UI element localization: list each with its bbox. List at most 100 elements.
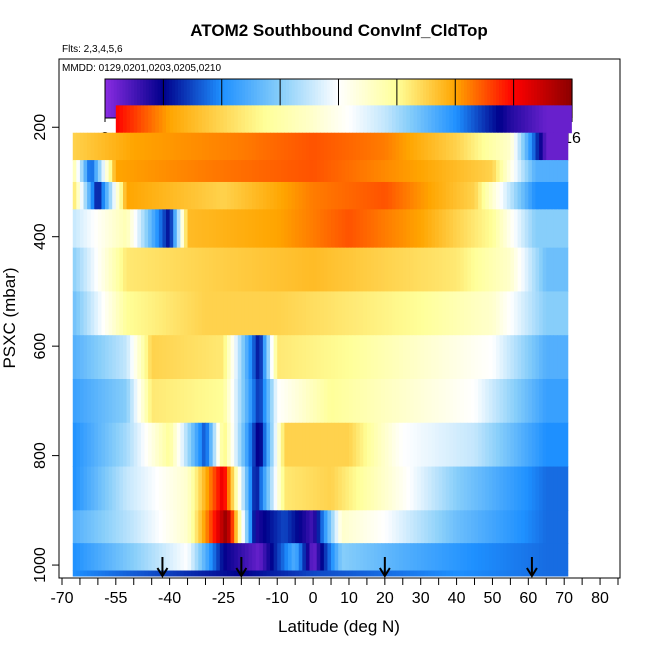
heatmap-cell (539, 160, 544, 183)
colorbar-segment (338, 79, 343, 118)
heatmap-cell (331, 160, 336, 183)
heatmap-cell (151, 510, 156, 544)
heatmap-cell (115, 570, 120, 577)
heatmap-cell (452, 510, 458, 544)
heatmap-cell (377, 422, 382, 468)
heatmap-cell (166, 570, 171, 577)
heatmap-cell (72, 543, 77, 572)
heatmap-cell (151, 570, 156, 577)
colorbar-segment (230, 79, 235, 118)
heatmap-cell (169, 543, 174, 572)
heatmap-cell (316, 335, 321, 380)
heatmap-cell (506, 105, 511, 134)
heatmap-cell (510, 105, 515, 134)
heatmap-cell (90, 132, 95, 161)
heatmap-cell (352, 378, 357, 424)
heatmap-cell (115, 181, 120, 210)
heatmap-cell (370, 209, 375, 249)
heatmap-cell (359, 209, 364, 249)
heatmap-cell (348, 570, 354, 577)
heatmap-cell (470, 209, 476, 249)
heatmap-cell (474, 291, 479, 336)
heatmap-cell (194, 291, 199, 336)
heatmap-cell (305, 422, 311, 468)
heatmap-cell (409, 570, 415, 577)
heatmap-cell (183, 291, 189, 336)
heatmap-cell (392, 105, 397, 134)
heatmap-cell (535, 466, 540, 511)
heatmap-cell (513, 105, 519, 134)
heatmap-cell (270, 105, 275, 134)
heatmap-cell (230, 378, 235, 424)
heatmap-cell (345, 291, 350, 336)
heatmap-cell (219, 466, 224, 511)
heatmap-cell (252, 378, 257, 424)
heatmap-cell (564, 510, 569, 544)
heatmap-cell (539, 247, 544, 292)
heatmap-cell (445, 160, 450, 183)
heatmap-cell (542, 291, 547, 336)
heatmap-cell (162, 132, 167, 161)
heatmap-cell (384, 510, 389, 544)
heatmap-cell (564, 247, 569, 292)
heatmap-cell (284, 543, 289, 572)
heatmap-cell (492, 132, 497, 161)
heatmap-cell (449, 291, 454, 336)
colorbar-segment (128, 79, 132, 118)
heatmap-cell (194, 422, 199, 468)
colorbar-segment (125, 79, 129, 118)
heatmap-cell (363, 105, 368, 134)
heatmap-cell (331, 105, 336, 134)
heatmap-cell (424, 291, 429, 336)
heatmap-cell (158, 247, 163, 292)
heatmap-cell (119, 466, 124, 511)
heatmap-cell (331, 510, 336, 544)
heatmap-cell (470, 543, 476, 572)
heatmap-cell (130, 378, 135, 424)
heatmap-cell (252, 510, 257, 544)
heatmap-cell (252, 543, 257, 572)
heatmap-cell (284, 105, 289, 134)
heatmap-cell (539, 209, 544, 249)
heatmap-cell (248, 543, 253, 572)
heatmap-cell (158, 378, 163, 424)
heatmap-cell (352, 543, 357, 572)
heatmap-cell (531, 160, 536, 183)
heatmap-cell (162, 247, 167, 292)
heatmap-cell (366, 543, 371, 572)
heatmap-cell (460, 132, 465, 161)
heatmap-cell (521, 132, 526, 161)
heatmap-cell (388, 132, 393, 161)
heatmap-cell (313, 160, 318, 183)
heatmap-cell (438, 543, 443, 572)
heatmap-cell (83, 335, 88, 380)
heatmap-cell (83, 570, 88, 577)
heatmap-cell (359, 335, 364, 380)
heatmap-cell (553, 160, 558, 183)
heatmap-cell (252, 466, 257, 511)
heatmap-cell (223, 160, 228, 183)
heatmap-cell (137, 570, 142, 577)
heatmap-cell (409, 510, 415, 544)
heatmap-cell (366, 247, 371, 292)
heatmap-cell (162, 378, 167, 424)
heatmap-cell (277, 105, 282, 134)
heatmap-cell (356, 247, 361, 292)
heatmap-cell (191, 291, 196, 336)
heatmap-cell (105, 335, 110, 380)
heatmap-cell (316, 422, 321, 468)
heatmap-cell (244, 160, 250, 183)
heatmap-cell (90, 378, 95, 424)
heatmap-cell (478, 510, 483, 544)
heatmap-cell (273, 105, 278, 134)
heatmap-cell (155, 422, 160, 468)
heatmap-cell (496, 570, 501, 577)
heatmap-cell (155, 247, 160, 292)
heatmap-cell (492, 181, 497, 210)
heatmap-cell (140, 160, 146, 183)
colorbar-segment (481, 79, 486, 118)
heatmap-cell (266, 209, 271, 249)
heatmap-cell (492, 570, 497, 577)
colorbar-segment (248, 79, 252, 118)
heatmap-cell (463, 160, 468, 183)
